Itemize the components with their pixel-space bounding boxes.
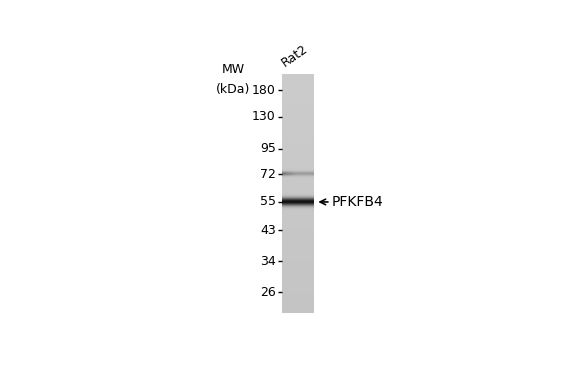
Text: 34: 34 xyxy=(260,255,276,268)
Text: Rat2: Rat2 xyxy=(279,42,310,70)
Text: 72: 72 xyxy=(260,167,276,181)
Text: 43: 43 xyxy=(260,224,276,237)
Text: 26: 26 xyxy=(260,286,276,299)
Text: 130: 130 xyxy=(252,110,276,123)
Text: 180: 180 xyxy=(252,84,276,97)
Text: 55: 55 xyxy=(260,195,276,208)
Text: (kDa): (kDa) xyxy=(216,83,250,96)
Text: PFKFB4: PFKFB4 xyxy=(332,195,384,209)
Text: 95: 95 xyxy=(260,142,276,155)
Text: MW: MW xyxy=(221,63,244,76)
